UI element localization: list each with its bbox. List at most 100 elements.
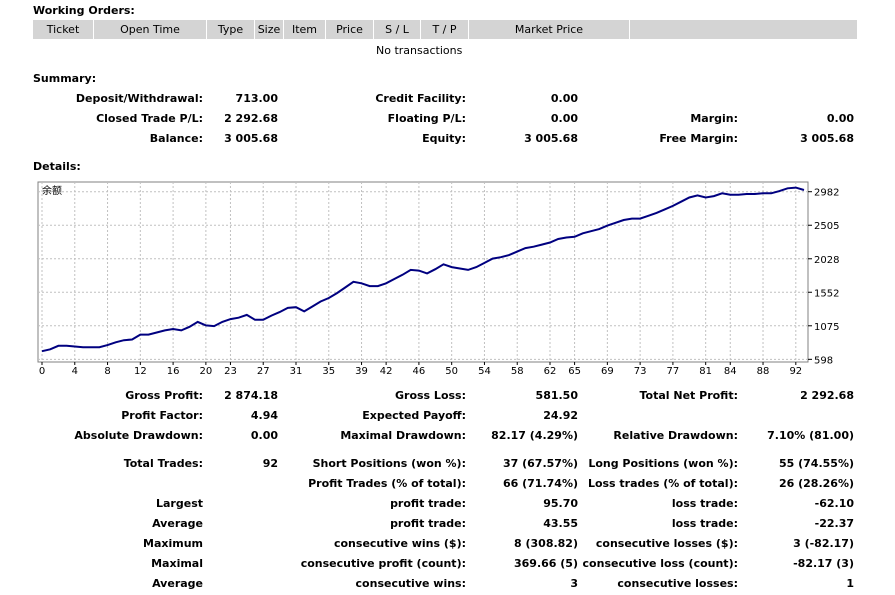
margin-label: Margin: [690, 112, 738, 125]
maximal-loss-value: -82.17 (3) [793, 557, 854, 570]
x-tick-label-22: 84 [724, 366, 737, 377]
largest-profit-label: profit trade: [390, 497, 466, 510]
credit-label: Credit Facility: [375, 92, 466, 105]
col-market-price[interactable]: Market Price [469, 20, 630, 39]
total-trades-label: Total Trades: [123, 457, 203, 470]
col-price[interactable]: Price [326, 20, 374, 39]
x-tick-label-11: 42 [380, 366, 393, 377]
average2-label: Average [152, 577, 203, 590]
chart-y-axis: 598 1075 1552 2028 2505 2982 [808, 188, 839, 366]
max-wins-label: consecutive wins ($): [333, 537, 466, 550]
free-margin-label: Free Margin: [659, 132, 738, 145]
equity-label: Equity: [422, 132, 466, 145]
total-trades-value: 92 [262, 457, 278, 470]
avg-losses-value: 1 [846, 577, 854, 590]
closed-label: Closed Trade P/L: [96, 112, 203, 125]
profit-trades-label: Profit Trades (% of total): [308, 477, 466, 490]
y-tick-label-4: 2505 [814, 221, 839, 232]
maximal-label: Maximal [151, 557, 203, 570]
x-tick-label-6: 23 [224, 366, 237, 377]
x-tick-label-5: 20 [200, 366, 213, 377]
x-tick-label-23: 88 [757, 366, 770, 377]
deposit-label: Deposit/Withdrawal: [75, 92, 203, 105]
x-tick-label-0: 0 [39, 366, 45, 377]
avg-wins-label: consecutive wins: [355, 577, 466, 590]
abs-drawdown-label: Absolute Drawdown: [74, 429, 203, 442]
working-orders-title: Working Orders: [33, 4, 135, 17]
balance-label: Balance: [149, 132, 203, 145]
profit-factor-value: 4.94 [250, 409, 278, 422]
largest-label: Largest [156, 497, 203, 510]
x-tick-label-3: 12 [134, 366, 147, 377]
gross-loss-label: Gross Loss: [395, 389, 466, 402]
average-loss-label: loss trade: [671, 517, 738, 530]
maximal-profit-value: 369.66 (5) [514, 557, 578, 570]
closed-value: 2 292.68 [224, 112, 278, 125]
largest-profit-value: 95.70 [543, 497, 578, 510]
col-tp[interactable]: T / P [421, 20, 469, 39]
maximal-loss-label: consecutive loss (count): [582, 557, 738, 570]
deposit-value: 713.00 [235, 92, 278, 105]
max-losses-label: consecutive losses ($): [595, 537, 738, 550]
floating-value: 0.00 [550, 112, 578, 125]
balance-line [41, 186, 805, 353]
col-size[interactable]: Size [255, 20, 284, 39]
avg-wins-value: 3 [570, 577, 578, 590]
short-positions-label: Short Positions (won %): [312, 457, 466, 470]
profit-factor-label: Profit Factor: [121, 409, 203, 422]
average-label: Average [152, 517, 203, 530]
summary-title: Summary: [33, 72, 97, 85]
total-net-label: Total Net Profit: [639, 389, 739, 402]
x-tick-label-9: 35 [322, 366, 335, 377]
x-tick-label-8: 31 [290, 366, 303, 377]
margin-value: 0.00 [826, 112, 854, 125]
largest-loss-label: loss trade: [671, 497, 738, 510]
x-tick-label-19: 73 [634, 366, 647, 377]
y-tick-label-0: 598 [814, 355, 833, 366]
gross-profit-label: Gross Profit: [125, 389, 203, 402]
col-type[interactable]: Type [207, 20, 255, 39]
x-tick-label-1: 4 [72, 366, 78, 377]
y-tick-label-1: 1075 [814, 322, 839, 333]
free-margin-value: 3 005.68 [800, 132, 854, 145]
max-losses-value: 3 (-82.17) [793, 537, 854, 550]
loss-trades-label: Loss trades (% of total): [587, 477, 738, 490]
largest-loss-value: -62.10 [814, 497, 854, 510]
rel-drawdown-value: 7.10% (81.00) [767, 429, 854, 442]
short-positions-value: 37 (67.57%) [502, 457, 578, 470]
average-profit-label: profit trade: [390, 517, 466, 530]
gross-profit-value: 2 874.18 [224, 389, 278, 402]
x-tick-label-17: 65 [568, 366, 581, 377]
x-tick-label-15: 58 [511, 366, 524, 377]
abs-drawdown-value: 0.00 [250, 429, 278, 442]
col-item[interactable]: Item [284, 20, 326, 39]
x-tick-label-16: 62 [544, 366, 557, 377]
profit-trades-value: 66 (71.74%) [502, 477, 578, 490]
col-sl[interactable]: S / L [374, 20, 421, 39]
x-tick-label-12: 46 [413, 366, 426, 377]
x-tick-label-24: 92 [789, 366, 802, 377]
x-tick-label-10: 39 [355, 366, 368, 377]
x-tick-label-13: 50 [445, 366, 458, 377]
equity-value: 3 005.68 [524, 132, 578, 145]
max-wins-value: 8 (308.82) [514, 537, 578, 550]
maximal-profit-label: consecutive profit (count): [300, 557, 466, 570]
chart-x-axis: 0 4 8 12 16 20 23 27 31 35 39 42 46 50 54 58 62 65 69 73 77 8… [39, 362, 802, 377]
expected-payoff-value: 24.92 [543, 409, 578, 422]
average-profit-value: 43.55 [543, 517, 578, 530]
x-tick-label-4: 16 [167, 366, 180, 377]
y-tick-label-2: 1552 [814, 288, 839, 299]
orders-table-header: Ticket Open Time Type Size Item Price S … [33, 20, 857, 39]
chart-grid [38, 182, 808, 362]
max-drawdown-value: 82.17 (4.29%) [491, 429, 578, 442]
average-loss-value: -22.37 [814, 517, 854, 530]
y-tick-label-3: 2028 [814, 255, 839, 266]
x-tick-label-7: 27 [257, 366, 270, 377]
chart-legend: 余额 [42, 184, 62, 197]
col-ticket[interactable]: Ticket [33, 20, 94, 39]
col-open-time[interactable]: Open Time [94, 20, 207, 39]
rel-drawdown-label: Relative Drawdown: [613, 429, 738, 442]
maximum-label: Maximum [143, 537, 203, 550]
loss-trades-value: 26 (28.26%) [778, 477, 854, 490]
